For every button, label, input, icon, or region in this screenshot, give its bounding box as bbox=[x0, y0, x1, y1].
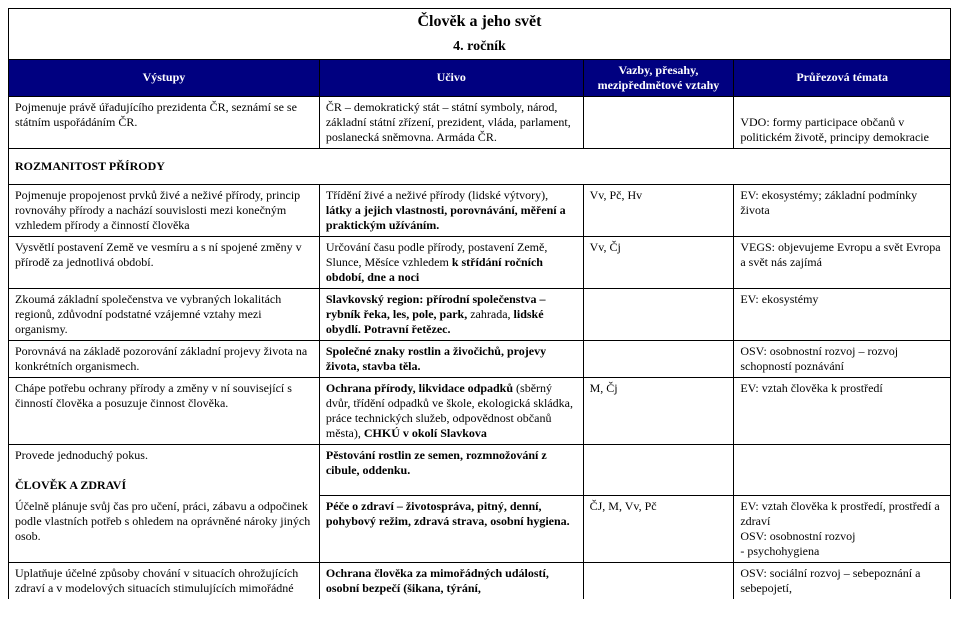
cell-vazby bbox=[583, 340, 734, 377]
section-row: ROZMANITOST PŘÍRODY bbox=[9, 148, 951, 184]
colhead-ucivo: Učivo bbox=[319, 59, 583, 96]
section-heading-rozmanitost: ROZMANITOST PŘÍRODY bbox=[15, 159, 944, 174]
cell-vystupy: Uplatňuje účelné způsoby chování v situa… bbox=[9, 563, 320, 600]
section-heading-clovek-zdravi: ČLOVĚK A ZDRAVÍ bbox=[15, 478, 313, 493]
colhead-vazby: Vazby, přesahy, mezipředmětové vztahy bbox=[583, 59, 734, 96]
cell-prurezova: EV: ekosystémy bbox=[734, 288, 951, 340]
cell-ucivo: Společné znaky rostlin a živočichů, proj… bbox=[319, 340, 583, 377]
cell-prurezova: OSV: osobnostní rozvoj – rozvoj schopnos… bbox=[734, 340, 951, 377]
cell-ucivo: ČR – demokratický stát – státní symboly,… bbox=[319, 96, 583, 148]
cell-vystupy: Porovnává na základě pozorování základní… bbox=[9, 340, 320, 377]
cell-vystupy: Zkoumá základní společenstva ve vybranýc… bbox=[9, 288, 320, 340]
cell-vystupy: Provede jednoduchý pokus. ČLOVĚK A ZDRAV… bbox=[9, 444, 320, 496]
table-row: Porovnává na základě pozorování základní… bbox=[9, 340, 951, 377]
colhead-vystupy: Výstupy bbox=[9, 59, 320, 96]
page-title: Člověk a jeho svět bbox=[9, 9, 951, 36]
cell-ucivo: Ochrana přírody, likvidace odpadků (sběr… bbox=[319, 377, 583, 444]
cell-prurezova: VDO: formy participace občanů v politick… bbox=[734, 96, 951, 148]
cell-ucivo: Slavkovský region: přírodní společenstva… bbox=[319, 288, 583, 340]
column-header-row: Výstupy Učivo Vazby, přesahy, mezipředmě… bbox=[9, 59, 951, 96]
grade-row: 4. ročník bbox=[9, 35, 951, 59]
cell-ucivo: Určování času podle přírody, postavení Z… bbox=[319, 236, 583, 288]
cell-vazby: Vv, Pč, Hv bbox=[583, 184, 734, 236]
cell-prurezova: EV: vztah člověka k prostředí bbox=[734, 377, 951, 444]
grade-label: 4. ročník bbox=[9, 35, 951, 59]
cell-vazby: ČJ, M, Vv, Pč bbox=[583, 496, 734, 563]
cell-prurezova: OSV: sociální rozvoj – sebepoznání a seb… bbox=[734, 563, 951, 600]
cell-vazby bbox=[583, 444, 734, 496]
cell-ucivo: Péče o zdraví – životospráva, pitný, den… bbox=[319, 496, 583, 563]
table-row: Provede jednoduchý pokus. ČLOVĚK A ZDRAV… bbox=[9, 444, 951, 496]
cell-vazby bbox=[583, 563, 734, 600]
curriculum-table: Člověk a jeho svět 4. ročník Výstupy Uči… bbox=[8, 8, 951, 599]
cell-prurezova bbox=[734, 444, 951, 496]
table-row: Pojmenuje propojenost prvků živé a neživ… bbox=[9, 184, 951, 236]
cell-vazby bbox=[583, 96, 734, 148]
cell-ucivo: Ochrana člověka za mimořádných událostí,… bbox=[319, 563, 583, 600]
cell-prurezova: VEGS: objevujeme Evropu a svět Evropa a … bbox=[734, 236, 951, 288]
table-row: Účelně plánuje svůj čas pro učení, práci… bbox=[9, 496, 951, 563]
cell-vystupy: Účelně plánuje svůj čas pro učení, práci… bbox=[9, 496, 320, 563]
title-row: Člověk a jeho svět bbox=[9, 9, 951, 36]
table-row: Uplatňuje účelné způsoby chování v situa… bbox=[9, 563, 951, 600]
cell-vystupy: Vysvětlí postavení Země ve vesmíru a s n… bbox=[9, 236, 320, 288]
cell-vystupy: Pojmenuje propojenost prvků živé a neživ… bbox=[9, 184, 320, 236]
cell-vazby: Vv, Čj bbox=[583, 236, 734, 288]
cell-vazby: M, Čj bbox=[583, 377, 734, 444]
table-row: Pojmenuje právě úřadujícího prezidenta Č… bbox=[9, 96, 951, 148]
cell-vystupy: Chápe potřebu ochrany přírody a změny v … bbox=[9, 377, 320, 444]
table-row: Zkoumá základní společenstva ve vybranýc… bbox=[9, 288, 951, 340]
cell-vystupy: Pojmenuje právě úřadujícího prezidenta Č… bbox=[9, 96, 320, 148]
table-row: Vysvětlí postavení Země ve vesmíru a s n… bbox=[9, 236, 951, 288]
cell-prurezova: EV: vztah člověka k prostředí, prostředí… bbox=[734, 496, 951, 563]
cell-prurezova: EV: ekosystémy; základní podmínky života bbox=[734, 184, 951, 236]
colhead-prurezova: Průřezová témata bbox=[734, 59, 951, 96]
cell-ucivo: Pěstování rostlin ze semen, rozmnožování… bbox=[319, 444, 583, 496]
cell-vazby bbox=[583, 288, 734, 340]
cell-ucivo: Třídění živé a neživé přírody (lidské vý… bbox=[319, 184, 583, 236]
table-row: Chápe potřebu ochrany přírody a změny v … bbox=[9, 377, 951, 444]
